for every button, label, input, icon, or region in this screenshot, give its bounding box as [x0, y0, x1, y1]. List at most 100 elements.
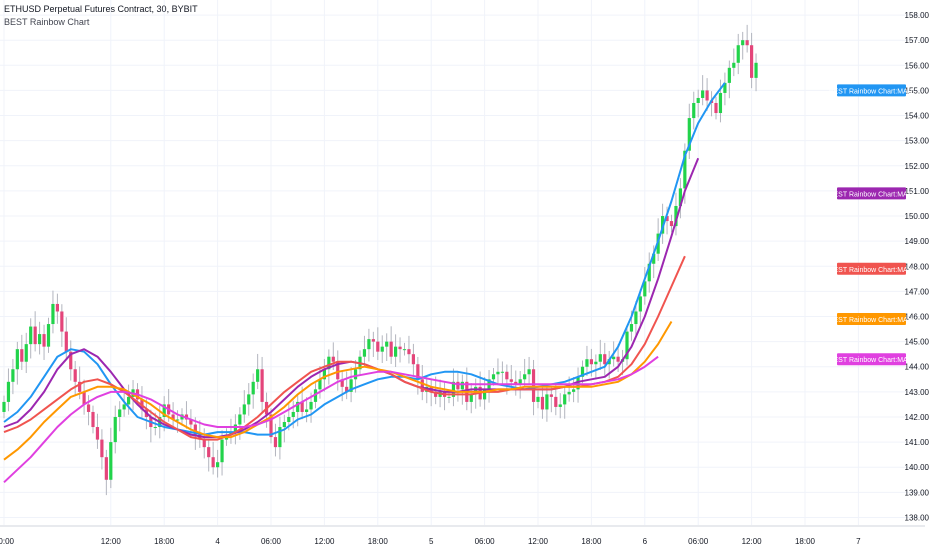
candle-body [100, 439, 104, 458]
ma-line-3 [3, 255, 686, 441]
x-tick-label: 18:00 [795, 537, 816, 546]
y-tick-label: 145.00 [905, 338, 930, 347]
candle-body [434, 391, 438, 397]
x-tick-label: 06:00 [475, 537, 496, 546]
x-tick-label: 12:00 [742, 537, 763, 546]
candle-body [171, 414, 175, 420]
candle-body [732, 62, 736, 68]
y-tick-label: 142.00 [905, 413, 930, 422]
candle-body [104, 457, 108, 480]
candle-body [238, 414, 242, 425]
candle-body [687, 118, 691, 151]
candle-body [554, 396, 558, 407]
y-tick-label: 147.00 [905, 287, 930, 296]
ma-label-4: BEST Rainbow Chart:MA 4 [829, 317, 913, 324]
candle-body [496, 371, 500, 375]
candle-body [153, 427, 157, 429]
candle-body [643, 281, 647, 297]
candle-body [705, 90, 709, 101]
candle-body [122, 404, 126, 410]
candle-body [51, 303, 55, 325]
candle-body [2, 401, 6, 412]
candle-body [318, 379, 322, 390]
candle-body [55, 303, 59, 312]
candle-body [327, 356, 331, 370]
candle-body [629, 324, 634, 332]
candle-body [46, 324, 51, 347]
candle-body [398, 346, 402, 350]
candle-body [60, 311, 64, 332]
candle-body [211, 457, 215, 468]
candle-body [202, 439, 206, 448]
candle-body [754, 62, 758, 78]
ma-label-2: BEST Rainbow Chart:MA 2 [829, 191, 913, 198]
candle-body [736, 45, 740, 63]
candle-body [305, 409, 309, 412]
candle-body [69, 351, 73, 370]
candle-body [193, 424, 197, 435]
candle-body [175, 419, 180, 421]
y-tick-label: 153.00 [905, 137, 930, 146]
candle-body [336, 361, 340, 380]
ma-line-1 [3, 82, 726, 436]
candle-body [678, 188, 682, 206]
candle-body [638, 296, 642, 312]
candle-body [407, 349, 411, 355]
candle-body [376, 341, 380, 352]
candle-body [313, 389, 318, 402]
x-tick-label: 12:00 [101, 537, 122, 546]
candle-body [572, 389, 576, 392]
candle-body [625, 331, 629, 360]
candle-body [291, 411, 295, 417]
candle-body [6, 381, 11, 402]
candle-body [242, 404, 246, 415]
candle-body [91, 411, 95, 428]
candle-body [411, 354, 415, 365]
candle-body [349, 379, 353, 392]
candle-body [531, 369, 536, 402]
y-tick-label: 138.00 [905, 513, 930, 522]
x-tick-label: 18:00 [368, 537, 389, 546]
y-tick-label: 143.00 [905, 388, 930, 397]
candle-body [260, 369, 264, 402]
candle-body [73, 369, 77, 382]
candle-body [692, 102, 696, 119]
y-tick-label: 156.00 [905, 61, 930, 70]
candle-body [701, 90, 705, 98]
candle-body [505, 371, 509, 380]
candle-body [456, 381, 460, 390]
candle-body [451, 381, 456, 397]
candle-body [282, 422, 286, 428]
candle-body [589, 359, 593, 365]
candle-body [24, 344, 28, 362]
x-tick-label: 00:00 [0, 537, 15, 546]
candle-body [340, 379, 344, 387]
candle-body [86, 404, 91, 412]
candle-body [353, 369, 358, 380]
candle-body [500, 371, 504, 373]
y-tick-label: 158.00 [905, 11, 930, 20]
y-tick-label: 148.00 [905, 262, 930, 271]
x-tick-label: 12:00 [528, 537, 549, 546]
ma-line-5 [3, 355, 659, 484]
candle-body [727, 67, 731, 83]
candle-body [483, 389, 487, 400]
candle-body [256, 369, 260, 382]
x-tick-label: 5 [429, 537, 434, 546]
x-tick-label: 4 [215, 537, 220, 546]
candle-body [20, 349, 24, 362]
x-tick-label: 18:00 [154, 537, 175, 546]
candle-body [669, 221, 674, 227]
candle-body [594, 361, 598, 365]
candle-body [718, 92, 723, 114]
candle-body [247, 394, 251, 405]
candle-body [598, 354, 602, 362]
candle-body [518, 379, 522, 385]
candle-body [64, 331, 68, 352]
candle-body [647, 263, 651, 282]
candle-body [469, 394, 473, 402]
x-tick-label: 06:00 [688, 537, 709, 546]
candle-body [402, 349, 407, 351]
